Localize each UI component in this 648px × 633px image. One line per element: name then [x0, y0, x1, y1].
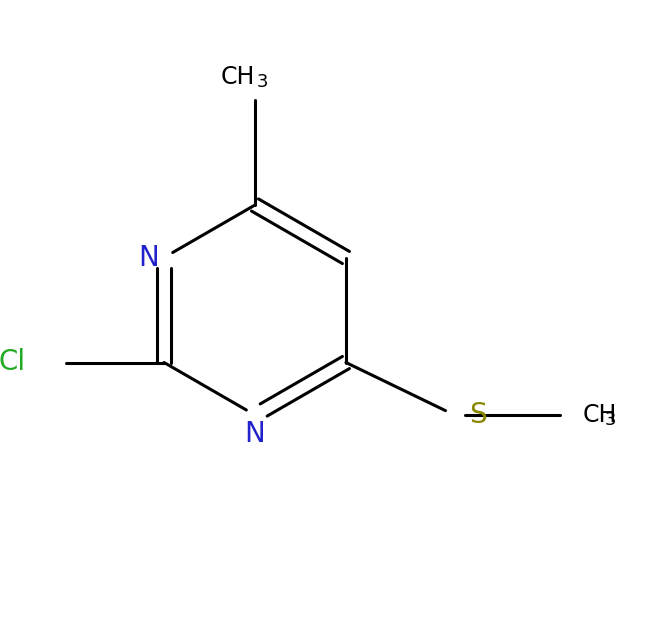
- Text: S: S: [469, 401, 487, 429]
- Text: Cl: Cl: [0, 349, 26, 377]
- Text: N: N: [245, 420, 266, 448]
- Text: CH: CH: [220, 65, 255, 89]
- Text: 3: 3: [605, 411, 616, 429]
- Text: 3: 3: [257, 73, 268, 91]
- Text: CH: CH: [583, 403, 617, 427]
- Text: N: N: [138, 244, 159, 272]
